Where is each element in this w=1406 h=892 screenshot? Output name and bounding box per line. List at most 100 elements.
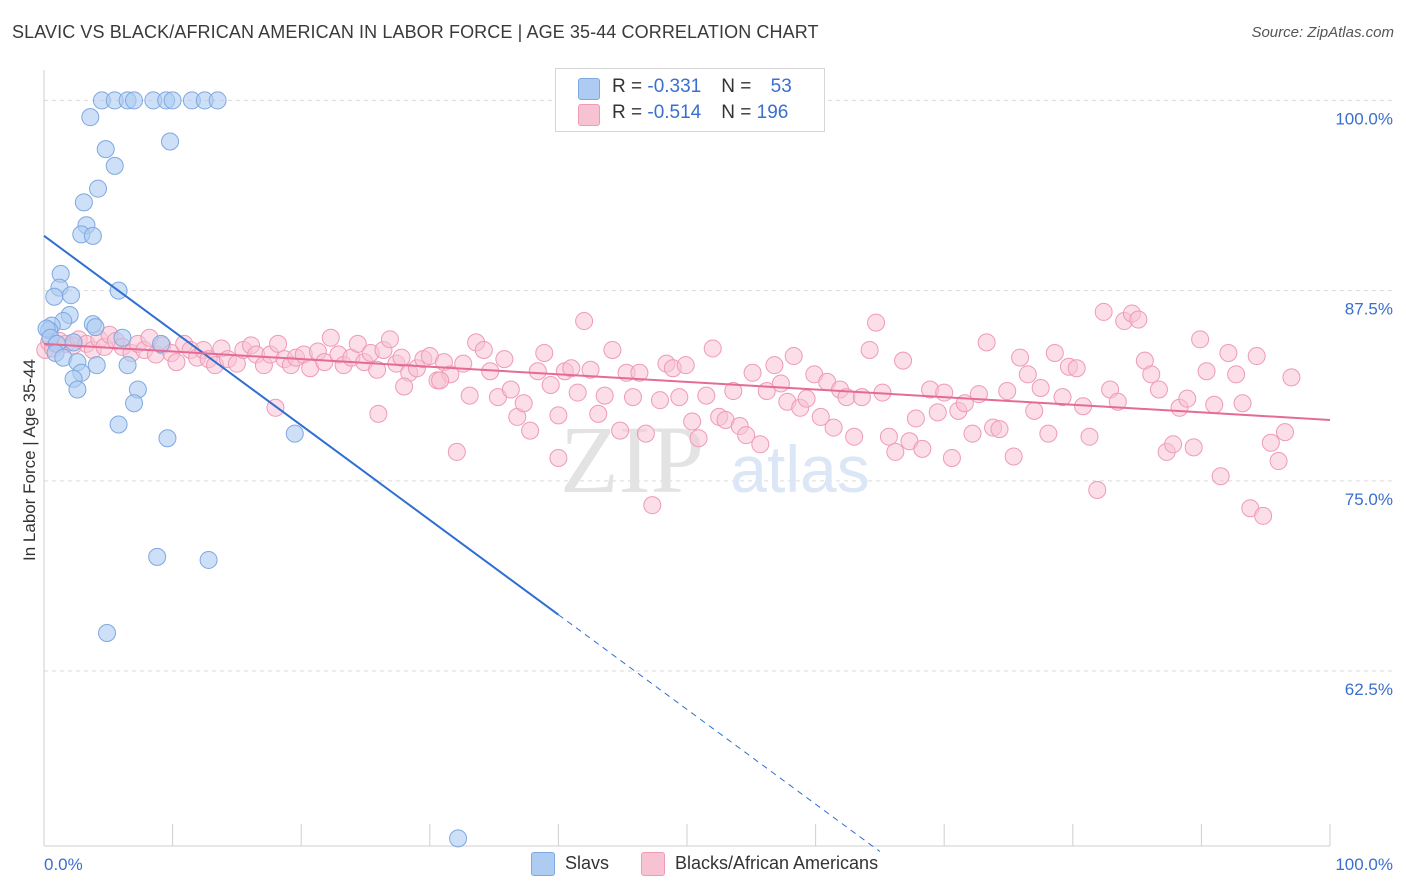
point-slavs <box>148 547 167 566</box>
point-slavs <box>105 156 124 175</box>
point-blacks <box>549 449 568 467</box>
point-blacks <box>348 334 367 353</box>
point-blacks <box>589 404 608 423</box>
trend-lines <box>43 235 1331 852</box>
point-slavs <box>113 328 132 347</box>
point-slavs <box>86 318 105 337</box>
point-blacks <box>1142 365 1161 384</box>
point-blacks <box>1094 302 1113 321</box>
point-slavs <box>89 179 108 198</box>
legend-r-label: R = <box>612 76 648 97</box>
point-blacks <box>1080 427 1099 446</box>
point-blacks <box>1269 452 1288 471</box>
chart-title: SLAVIC VS BLACK/AFRICAN AMERICAN IN LABO… <box>12 22 819 42</box>
legend-text-blacks: R = -0.514 N = 196 <box>612 102 788 124</box>
y-tick-label: 87.5% <box>1345 300 1393 319</box>
point-blacks <box>1067 359 1086 378</box>
point-blacks <box>380 330 399 349</box>
point-blacks <box>541 375 560 394</box>
point-blacks <box>906 409 925 428</box>
point-blacks <box>1149 380 1168 399</box>
point-slavs <box>98 623 117 642</box>
point-blacks <box>321 328 340 347</box>
point-blacks <box>860 340 879 359</box>
point-blacks <box>1261 433 1280 452</box>
point-blacks <box>269 334 288 353</box>
point-blacks <box>724 382 743 401</box>
point-blacks <box>447 442 466 461</box>
point-blacks <box>1211 467 1230 486</box>
point-blacks <box>611 421 630 440</box>
point-blacks <box>650 391 669 410</box>
bottom-legend-label-slavs: Slavs <box>565 853 610 873</box>
point-blacks <box>1247 347 1266 366</box>
point-blacks <box>1191 330 1210 349</box>
point-blacks <box>935 383 954 402</box>
legend-r-label: R = <box>612 102 648 123</box>
point-blacks <box>535 344 554 363</box>
point-slavs <box>96 140 115 159</box>
point-blacks <box>689 429 708 448</box>
legend-n-label: N = <box>721 76 757 97</box>
point-blacks <box>474 340 493 359</box>
point-slavs <box>163 91 182 110</box>
y-axis-label: In Labor Force | Age 35-44 <box>20 359 39 561</box>
point-blacks <box>670 388 689 407</box>
point-blacks <box>1039 424 1058 443</box>
legend-r-value: -0.331 <box>647 76 702 97</box>
y-tick-label: 75.0% <box>1345 490 1393 509</box>
point-blacks <box>460 386 479 405</box>
point-blacks <box>595 386 614 405</box>
point-blacks <box>894 351 913 370</box>
point-blacks <box>867 313 886 332</box>
point-slavs <box>449 829 468 848</box>
correlation-legend: R = -0.331 N = 53 R = -0.514 N = 196 <box>555 68 825 132</box>
point-blacks <box>431 371 450 390</box>
bottom-legend-label-blacks: Blacks/African Americans <box>675 853 879 873</box>
point-blacks <box>568 383 587 402</box>
point-slavs <box>109 415 128 434</box>
point-blacks <box>928 403 947 422</box>
point-slavs <box>62 286 81 305</box>
legend-text-slavs: R = -0.331 N = 53 <box>612 76 792 98</box>
point-blacks <box>990 420 1009 439</box>
point-blacks <box>765 356 784 375</box>
point-blacks <box>1129 310 1148 329</box>
trend-line-blacks <box>43 342 1331 421</box>
point-blacks <box>514 394 533 413</box>
point-blacks <box>528 362 547 381</box>
point-blacks <box>1219 344 1238 363</box>
point-blacks <box>1205 395 1224 414</box>
point-slavs <box>81 108 100 127</box>
point-blacks <box>998 382 1017 401</box>
bottom-legend-swatch-slavs <box>531 852 555 876</box>
axes <box>43 70 1331 847</box>
point-blacks <box>824 418 843 437</box>
point-blacks <box>167 353 186 372</box>
point-slavs <box>161 132 180 151</box>
series-blacks-points <box>36 302 1301 525</box>
point-slavs <box>74 193 93 212</box>
legend-n-value: 53 <box>770 76 792 97</box>
point-blacks <box>1233 394 1252 413</box>
point-blacks <box>501 380 520 399</box>
point-blacks <box>886 442 905 461</box>
point-blacks <box>581 360 600 379</box>
point-blacks <box>1254 506 1273 525</box>
point-slavs <box>68 380 87 399</box>
legend-swatch-blacks <box>578 104 600 126</box>
point-slavs <box>118 356 137 375</box>
point-slavs <box>285 424 304 443</box>
point-blacks <box>1184 438 1203 457</box>
point-slavs <box>199 550 218 569</box>
point-blacks <box>1178 389 1197 408</box>
point-blacks <box>1088 480 1107 499</box>
point-blacks <box>845 427 864 446</box>
point-blacks <box>1197 362 1216 381</box>
point-blacks <box>1227 365 1246 384</box>
point-blacks <box>743 363 762 382</box>
legend-swatch-slavs <box>578 78 600 100</box>
point-blacks <box>369 404 388 423</box>
watermark-zip: ZIP <box>560 406 704 513</box>
